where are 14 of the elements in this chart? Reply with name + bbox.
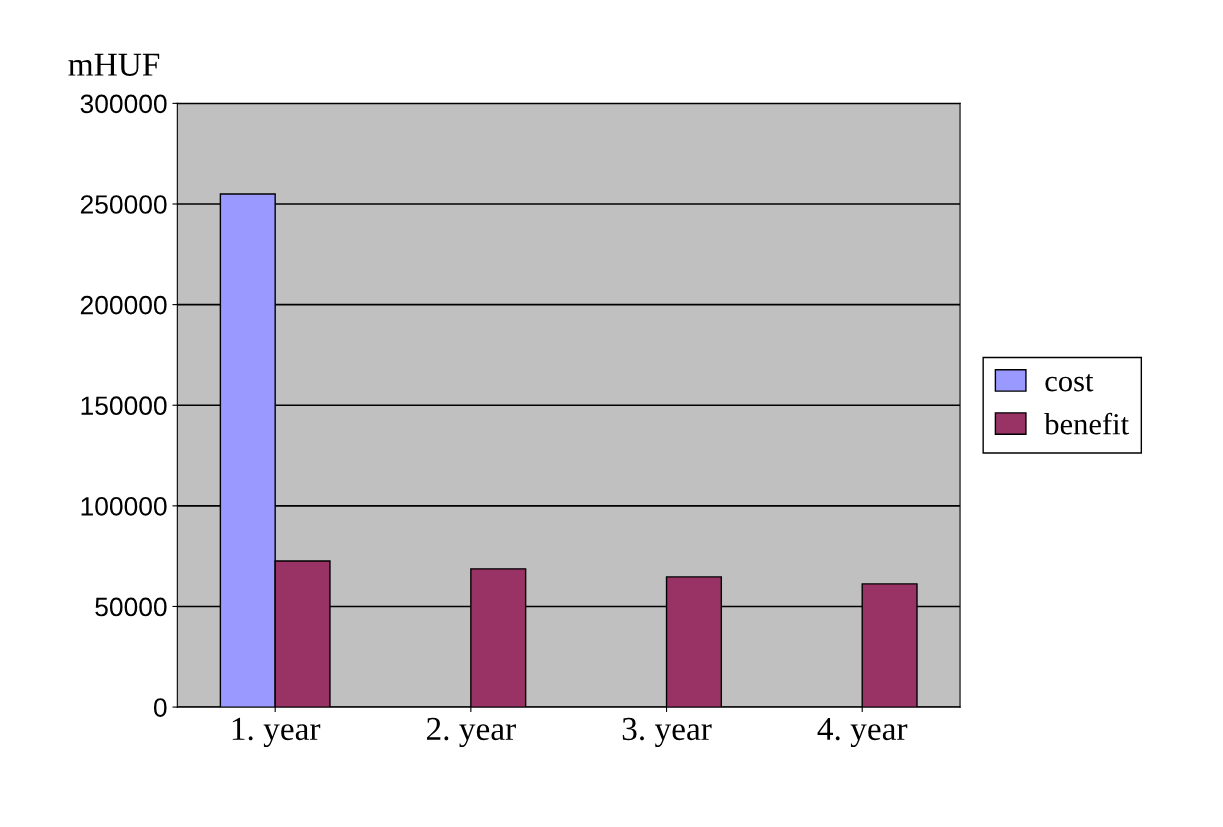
y-tick-label: 250000 [80,195,167,214]
y-tick-label: 300000 [80,94,167,114]
y-tick-label: 150000 [81,396,167,416]
y-tick-label: 50000 [95,597,167,617]
y-axis-title: mHUF [68,53,160,76]
x-tick-label: 1. year [232,717,321,748]
legend-label: benefit [1044,412,1129,435]
x-tick-label: 4. year [817,717,908,748]
y-tick-label: 100000 [81,496,167,516]
x-tick-label: 3. year [622,717,712,748]
x-tick-label: 2. year [426,717,516,748]
legend-label: cost [1045,373,1094,392]
y-tick-label: 0 [153,698,167,717]
y-tick-label: 200000 [80,295,167,315]
